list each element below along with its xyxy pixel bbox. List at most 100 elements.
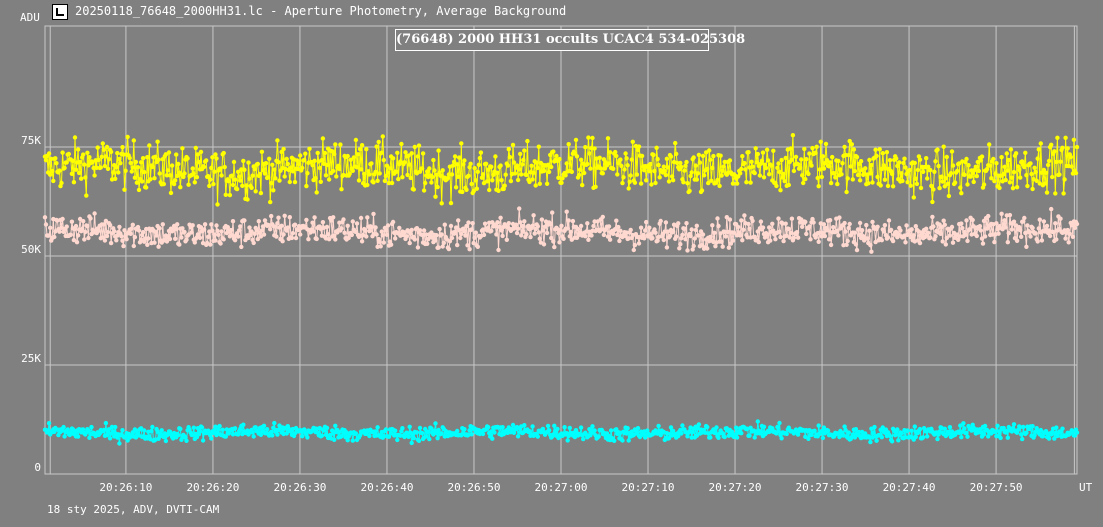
data-point [192, 180, 197, 185]
grid-lines [44, 25, 1078, 475]
data-point [395, 150, 400, 155]
data-point [384, 232, 390, 237]
data-point [936, 163, 941, 169]
data-point [419, 232, 425, 237]
data-point [124, 237, 129, 242]
data-point [116, 170, 121, 175]
data-point [271, 188, 276, 193]
data-point [441, 240, 446, 246]
data-point [354, 221, 360, 226]
data-point [1002, 164, 1007, 169]
data-point [689, 227, 694, 232]
data-point [202, 222, 208, 227]
light-curve-app-icon[interactable] [52, 4, 68, 20]
data-point [914, 181, 920, 187]
data-point [145, 242, 150, 247]
data-point [497, 224, 502, 229]
data-point [312, 215, 317, 220]
data-point [255, 161, 260, 167]
data-point [94, 165, 99, 170]
data-point [1047, 233, 1053, 239]
data-point [108, 149, 114, 155]
data-point [820, 435, 826, 441]
data-point [814, 144, 819, 149]
data-point [262, 171, 268, 176]
data-point [853, 427, 859, 432]
data-point [420, 151, 426, 156]
x-tick-label: 20:27:30 [796, 481, 849, 494]
data-point [83, 175, 88, 180]
data-point [911, 195, 916, 200]
data-point [490, 436, 495, 441]
data-point [213, 424, 218, 429]
data-point [478, 150, 484, 155]
data-point [663, 172, 669, 178]
data-point [730, 181, 736, 186]
data-point [752, 435, 757, 440]
data-point [92, 211, 97, 216]
data-point [764, 232, 770, 237]
data-point [747, 226, 752, 231]
data-point [719, 239, 724, 244]
data-point [777, 420, 782, 426]
data-point [691, 243, 696, 249]
data-point [423, 426, 428, 432]
data-point [107, 222, 113, 228]
data-point [566, 142, 571, 147]
data-point [155, 429, 160, 434]
data-point [940, 179, 945, 184]
data-point [982, 234, 988, 239]
data-point [510, 142, 516, 148]
data-point [662, 168, 667, 174]
data-point [465, 243, 470, 248]
data-point [615, 232, 620, 238]
data-point [827, 160, 833, 165]
series-2 [42, 419, 1080, 446]
data-point [684, 221, 689, 226]
data-point [857, 220, 863, 226]
data-point [180, 226, 185, 231]
axis-labels: ADU UT 0 25K 50K 75K 20:26:10 20:26:20 20:26:3… [20, 11, 1093, 494]
data-point [427, 166, 432, 171]
data-point [494, 232, 499, 237]
data-point [373, 225, 378, 230]
data-point [744, 180, 749, 185]
data-point [559, 180, 564, 185]
data-point [333, 423, 338, 428]
data-point [644, 219, 649, 225]
data-point [713, 430, 718, 436]
data-point [832, 171, 837, 176]
data-point [736, 174, 741, 179]
data-point [503, 172, 508, 177]
data-point [915, 167, 921, 173]
data-point [831, 225, 836, 230]
data-point [622, 167, 627, 172]
data-point [218, 241, 223, 246]
data-point [206, 234, 211, 239]
data-point [1017, 167, 1022, 172]
data-point [1010, 186, 1016, 191]
data-point [290, 231, 296, 236]
data-point [512, 171, 518, 176]
data-point [556, 230, 561, 236]
data-point [819, 428, 824, 434]
data-point [793, 154, 799, 160]
data-point [393, 236, 398, 241]
data-point [317, 165, 322, 171]
data-point [654, 145, 659, 150]
data-point [421, 228, 427, 233]
data-point [755, 229, 760, 234]
data-point [1007, 180, 1013, 185]
data-point [628, 173, 633, 178]
data-point [788, 230, 793, 236]
data-point [962, 426, 967, 431]
data-point [683, 163, 688, 168]
data-point [879, 166, 884, 172]
data-point [1014, 238, 1020, 243]
data-point [374, 232, 379, 237]
data-point [710, 223, 715, 228]
data-point [239, 244, 244, 250]
data-point [540, 426, 546, 432]
data-point [417, 425, 423, 431]
